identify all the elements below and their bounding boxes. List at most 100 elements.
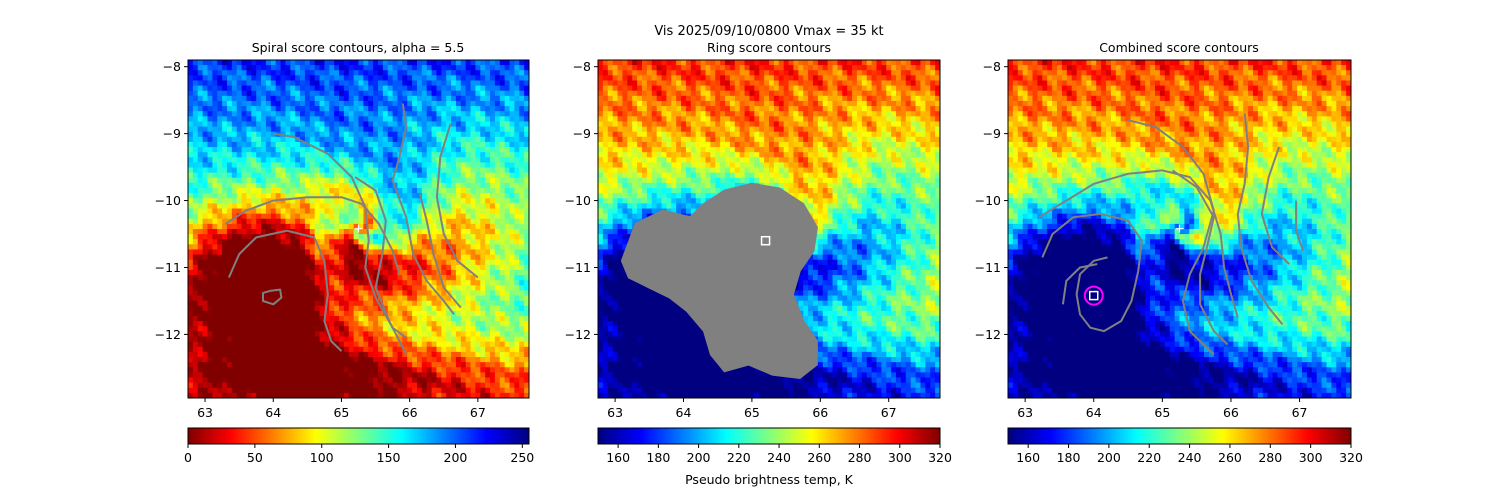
heatmap-cell (725, 60, 731, 66)
heatmap-cell (300, 234, 306, 240)
heatmap-cell (202, 208, 209, 215)
heatmap-cell (431, 310, 438, 317)
heatmap-cell (407, 341, 413, 348)
heatmap-cell (436, 198, 442, 204)
heatmap-cell (407, 346, 413, 353)
heatmap-cell (314, 321, 321, 327)
heatmap-cell (334, 157, 340, 164)
heatmap-cell (348, 310, 355, 317)
heatmap-cell (226, 239, 233, 245)
heatmap-cell (402, 264, 408, 271)
heatmap-cell (261, 193, 267, 199)
colorbar-segment (297, 428, 301, 444)
heatmap-cell (319, 131, 325, 138)
heatmap-cell (241, 177, 248, 184)
heatmap-cell (241, 269, 248, 276)
heatmap-cell (377, 131, 384, 138)
heatmap-cell (197, 285, 204, 292)
heatmap-cell (275, 234, 282, 240)
heatmap-cell (685, 65, 692, 71)
heatmap-cell (295, 300, 301, 307)
heatmap-cell (514, 367, 520, 373)
heatmap-cell (295, 269, 301, 276)
heatmap-cell (475, 167, 481, 174)
heatmap-cell (207, 121, 213, 128)
heatmap-cell (446, 111, 452, 117)
heatmap-cell (285, 280, 291, 286)
heatmap-cell (207, 310, 213, 317)
heatmap-cell (808, 65, 814, 71)
heatmap-cell (197, 157, 204, 164)
heatmap-cell (241, 198, 248, 204)
heatmap-cell (251, 249, 257, 256)
heatmap-cell (309, 65, 316, 71)
heatmap-cell (509, 75, 515, 82)
heatmap-cell (217, 239, 223, 245)
heatmap-cell (407, 290, 413, 297)
heatmap-cell (348, 188, 355, 194)
heatmap-cell (309, 336, 316, 343)
heatmap-cell (499, 300, 506, 307)
heatmap-cell (202, 229, 209, 235)
heatmap-cell (509, 177, 515, 184)
heatmap-cell (246, 75, 252, 82)
heatmap-cell (480, 295, 486, 302)
heatmap-cell (334, 300, 340, 307)
heatmap-cell (197, 121, 204, 128)
heatmap-cell (382, 188, 389, 194)
heatmap-cell (470, 310, 477, 317)
heatmap-cell (329, 157, 335, 164)
heatmap-cell (470, 131, 477, 138)
heatmap-cell (392, 264, 399, 271)
heatmap-cell (241, 111, 248, 117)
heatmap-cell (251, 295, 257, 302)
heatmap-cell (363, 65, 369, 71)
heatmap-cell (490, 177, 496, 184)
heatmap-cell (339, 264, 345, 271)
heatmap-cell (622, 70, 628, 76)
heatmap-cell (241, 377, 248, 384)
colorbar-segment (350, 428, 354, 444)
heatmap-cell (197, 213, 204, 220)
heatmap-cell (363, 357, 369, 363)
heatmap-cell (324, 70, 330, 76)
heatmap-cell (475, 218, 481, 225)
heatmap-cell (304, 264, 311, 271)
heatmap-cell (368, 121, 374, 128)
heatmap-cell (373, 357, 379, 363)
heatmap-cell (368, 213, 374, 220)
heatmap-cell (192, 367, 199, 373)
heatmap-cell (837, 65, 843, 71)
heatmap-cell (217, 244, 223, 251)
heatmap-cell (251, 377, 257, 384)
heatmap-cell (192, 229, 199, 235)
heatmap-cell (197, 223, 204, 230)
heatmap-cell (808, 70, 814, 76)
heatmap-cell (446, 100, 452, 107)
heatmap-cell (251, 362, 257, 368)
heatmap-cell (441, 80, 447, 87)
heatmap-cell (368, 351, 374, 358)
heatmap-cell (256, 121, 262, 128)
heatmap-cell (343, 60, 350, 66)
heatmap-cell (319, 362, 325, 368)
heatmap-cell (192, 331, 199, 338)
heatmap-cell (290, 300, 296, 307)
heatmap-cell (270, 234, 277, 240)
heatmap-cell (251, 223, 257, 230)
heatmap-cell (368, 172, 374, 179)
heatmap-cell (421, 95, 428, 102)
heatmap-cell (343, 106, 350, 112)
heatmap-cell (246, 305, 252, 312)
heatmap-cell (246, 111, 252, 117)
heatmap-cell (251, 162, 257, 169)
heatmap-cell (246, 208, 252, 215)
heatmap-cell (314, 188, 321, 194)
heatmap-cell (368, 131, 374, 138)
heatmap-cell (382, 182, 389, 189)
heatmap-cell (329, 321, 335, 327)
heatmap-cell (343, 121, 350, 128)
heatmap-cell (275, 198, 282, 204)
heatmap-cell (202, 321, 209, 327)
heatmap-cell (236, 382, 243, 389)
